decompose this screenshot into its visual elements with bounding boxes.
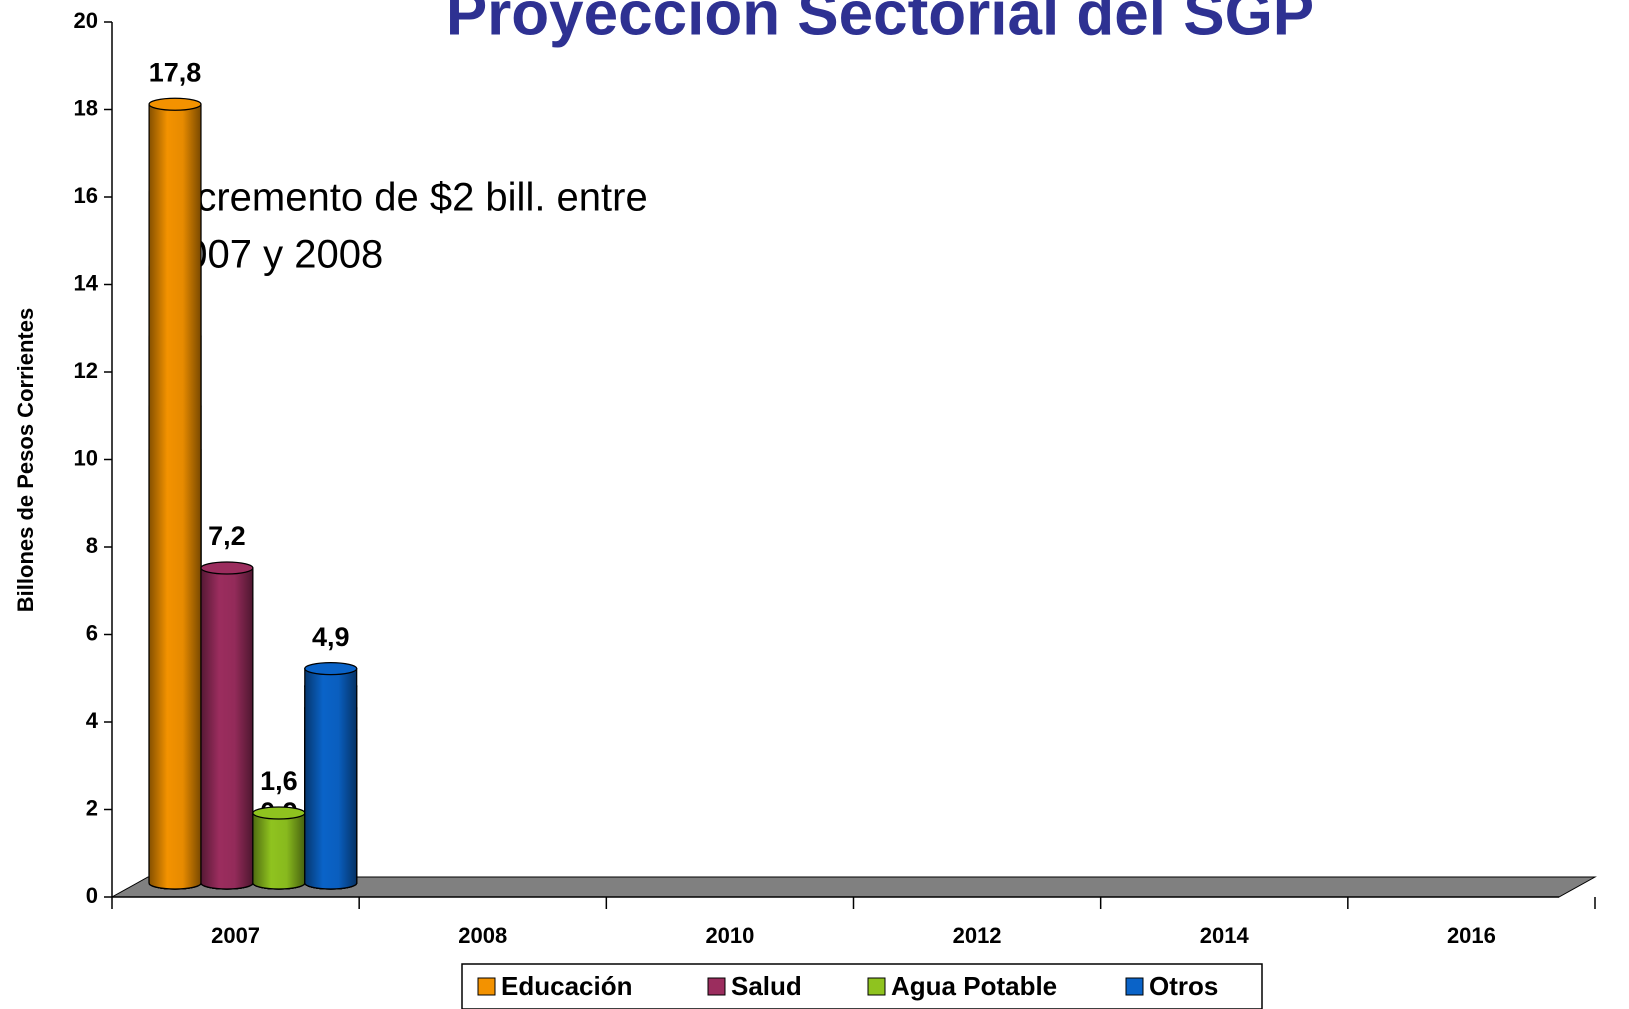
y-axis-label: Billones de Pesos Corrientes — [13, 308, 38, 612]
y-tick-label: 16 — [74, 183, 98, 208]
legend-label: Salud — [731, 971, 802, 1001]
legend-label: Otros — [1149, 971, 1218, 1001]
bar-shade — [200, 568, 253, 889]
legend-label: Educación — [501, 971, 632, 1001]
chart-title: Proyección Sectorial del SGP — [446, 0, 1314, 48]
y-tick-label: 14 — [74, 270, 99, 295]
x-tick-label: 2008 — [458, 923, 507, 948]
annotation: Incremento de $2 bill. entre — [163, 176, 648, 220]
legend-swatch — [867, 977, 886, 996]
y-tick-label: 8 — [86, 533, 98, 558]
legend-swatch — [707, 977, 726, 996]
x-tick-label: 2007 — [211, 923, 260, 948]
legend-label: Agua Potable — [891, 971, 1057, 1001]
bar-shade — [149, 104, 201, 889]
legend-swatch — [477, 977, 496, 996]
value-label: 17,8 — [149, 57, 202, 87]
legend-swatch — [1125, 977, 1144, 996]
value-label: 4,9 — [312, 622, 350, 652]
x-tick-label: 2014 — [1200, 923, 1250, 948]
bar-top — [200, 561, 254, 575]
bar-top — [148, 97, 202, 111]
bar-top — [304, 662, 358, 676]
x-tick-label: 2012 — [953, 923, 1002, 948]
value-label: 1,6 — [260, 766, 298, 796]
y-tick-label: 18 — [74, 95, 98, 120]
value-label: 7,2 — [208, 521, 246, 551]
y-tick-label: 20 — [74, 8, 98, 33]
x-tick-label: 2010 — [705, 923, 754, 948]
y-tick-label: 2 — [86, 795, 98, 820]
y-tick-label: 10 — [74, 445, 98, 470]
bar-top — [252, 806, 306, 820]
y-tick-label: 0 — [86, 883, 98, 908]
y-tick-label: 12 — [74, 358, 98, 383]
bar-shade — [304, 668, 357, 889]
bar-shade — [252, 813, 305, 889]
y-tick-label: 4 — [86, 708, 99, 733]
y-tick-label: 6 — [86, 620, 98, 645]
x-tick-label: 2016 — [1447, 923, 1496, 948]
